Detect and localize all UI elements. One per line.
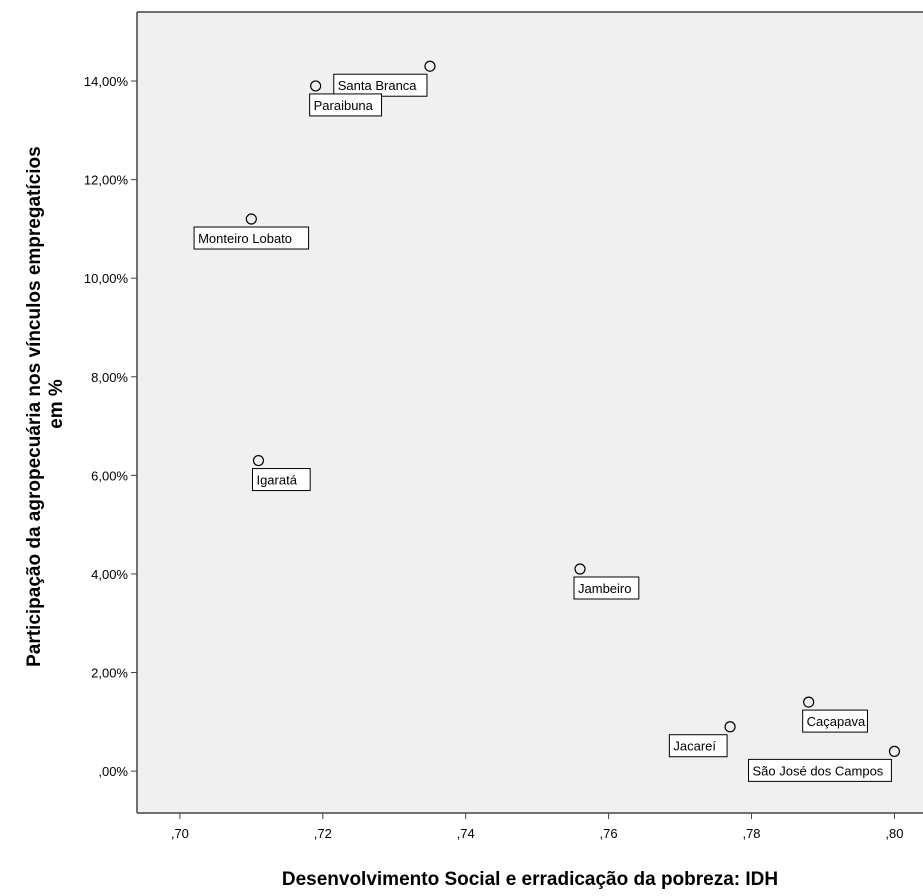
point-label-box [668,734,728,758]
point-label: São José dos Campos [753,763,884,778]
point-label-box [251,468,311,492]
x-tick-label: ,80 [885,826,903,841]
x-tick-label: ,72 [314,826,332,841]
point-label: Jacareí [673,739,716,754]
y-tick-label: 12,00% [84,173,129,188]
y-tick-label: 10,00% [84,271,129,286]
y-tick-label: ,00% [98,764,128,779]
data-point-marker [424,60,436,72]
y-tick-label: 4,00% [91,567,128,582]
point-label: Paraibuna [314,98,374,113]
x-tick-label: ,76 [600,826,618,841]
y-tick-label: 14,00% [84,74,129,89]
x-tick-label: ,74 [457,826,475,841]
data-point-group: Igaratá [251,454,311,492]
data-point-marker [574,563,586,575]
y-tick-label: 2,00% [91,666,128,681]
tick-group: ,70 ,72 ,74 ,76 ,78 ,80 ,00% 2,00% 4,00% 6,00% 8,0… [84,74,904,841]
plot-area [137,12,923,813]
point-label: Monteiro Lobato [198,231,292,246]
y-tick-label: 8,00% [91,370,128,385]
point-label: Jambeiro [578,581,631,596]
data-points: Santa Branca Paraibuna Monteiro Lobato Igar… [193,60,901,782]
y-axis-title-line-2: em % [46,379,67,429]
point-label: Igaratá [256,473,297,488]
y-axis-title: Participação da agropecuária nos vínculo… [24,141,67,667]
data-point-marker [803,696,815,708]
point-label-box [193,226,310,250]
data-point-group: Jambeiro [573,563,640,600]
data-point-marker [888,745,901,757]
point-label: Caçapava [807,714,866,729]
point-label-box [802,709,868,733]
data-point-group: Santa Branca [333,60,436,97]
data-point-group: Monteiro Lobato [193,213,310,250]
data-point-marker [724,721,736,733]
axes [136,11,923,814]
data-point-group: Caçapava [802,696,868,733]
data-point-marker [310,80,322,92]
x-tick-label: ,78 [742,826,760,841]
data-point-marker [252,454,265,467]
x-axis-title: Desenvolvimento Social e erradicação da … [282,869,778,890]
x-tick-label: ,70 [171,826,189,841]
point-label: Santa Branca [338,78,418,93]
y-axis-title-line-1: Participação da agropecuária nos vínculo… [24,146,45,667]
data-point-group: Jacareí [668,721,736,758]
point-label-box [309,93,383,117]
data-point-group: São José dos Campos [748,745,901,782]
data-point-group: Paraibuna [309,80,383,117]
y-tick-label: 6,00% [91,468,128,483]
point-label-box [748,758,892,782]
data-point-marker [245,213,257,225]
point-label-box [573,576,640,600]
